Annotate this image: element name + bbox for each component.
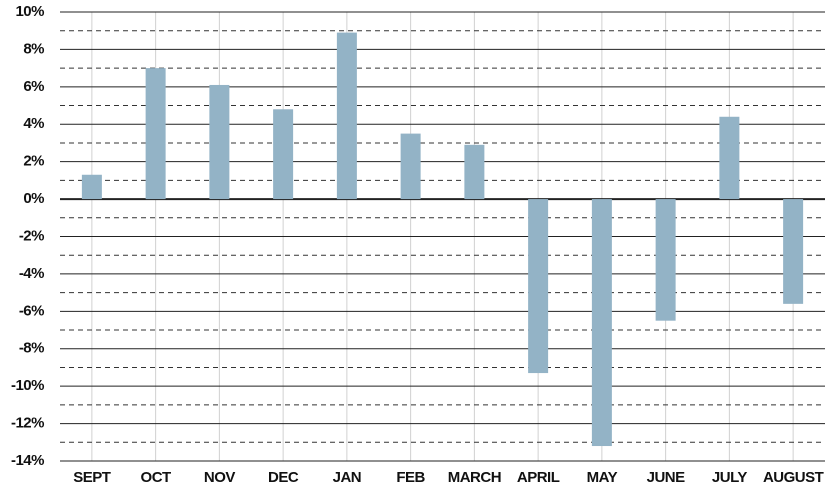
y-tick-label: 10% <box>15 3 44 20</box>
bar <box>783 199 804 304</box>
x-tick-label: MAY <box>587 469 618 486</box>
bar <box>273 109 294 200</box>
y-tick-label: 8% <box>23 40 44 57</box>
x-tick-label: OCT <box>141 469 172 486</box>
bar <box>464 144 485 200</box>
y-tick-label: 2% <box>23 153 44 170</box>
bar <box>400 133 421 200</box>
bar <box>655 199 676 321</box>
y-tick-label: -12% <box>11 415 44 432</box>
y-tick-label: 4% <box>23 115 44 132</box>
bar <box>336 32 357 200</box>
y-tick-label: -4% <box>19 265 44 282</box>
y-tick-label: -8% <box>19 340 44 357</box>
x-tick-label: SEPT <box>73 469 111 486</box>
bar <box>719 116 740 200</box>
y-tick-label: -10% <box>11 377 44 394</box>
bar <box>145 68 166 200</box>
bar <box>209 84 230 200</box>
y-tick-label: 6% <box>23 78 44 95</box>
x-tick-label: JULY <box>712 469 747 486</box>
x-tick-label: MARCH <box>448 469 501 486</box>
bar <box>528 199 549 374</box>
x-tick-label: DEC <box>268 469 299 486</box>
x-tick-label: JUNE <box>647 469 686 486</box>
y-tick-label: -6% <box>19 302 44 319</box>
x-tick-label: FEB <box>396 469 425 486</box>
y-tick-label: -14% <box>11 452 44 469</box>
bar <box>81 174 102 200</box>
x-tick-label: AUGUST <box>763 469 824 486</box>
x-tick-label: APRIL <box>517 469 560 486</box>
y-tick-label: 0% <box>23 190 44 207</box>
x-tick-label: NOV <box>204 469 236 486</box>
x-tick-label: JAN <box>333 469 362 486</box>
y-tick-label: -2% <box>19 227 44 244</box>
bar <box>591 199 612 447</box>
